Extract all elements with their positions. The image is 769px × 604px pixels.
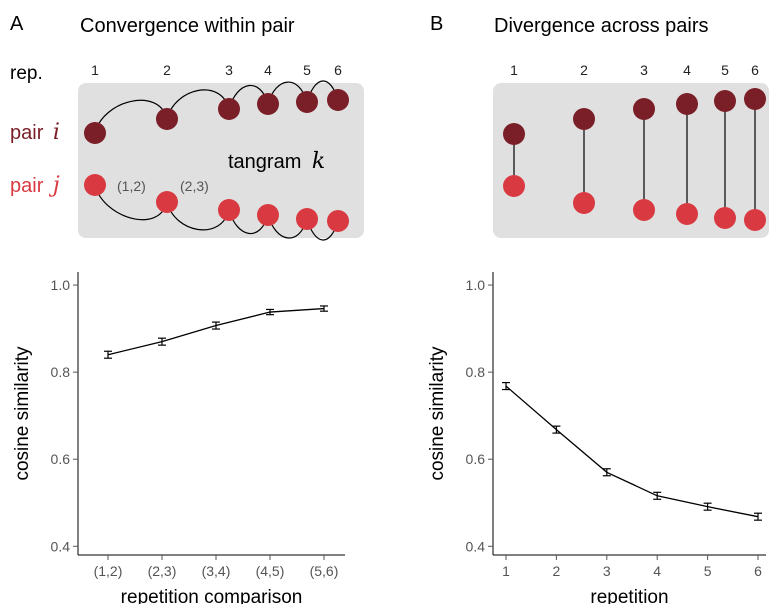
y-tick-label: 0.6 (466, 451, 486, 467)
pair-j-dot (503, 175, 525, 197)
pair-i-dot (676, 93, 698, 115)
panel-b-rep-number: 5 (721, 62, 729, 78)
panel-b-rep-number: 6 (751, 62, 759, 78)
pair-i-var: i (53, 120, 60, 145)
x-tick-label: (2,3) (148, 563, 177, 579)
panel-a-rep-number: 2 (163, 62, 171, 78)
y-tick-label: 0.6 (51, 451, 71, 467)
panel-a-rep-number: 6 (334, 62, 342, 78)
pair-j-dot (327, 210, 349, 232)
pair-i-dot (744, 88, 766, 110)
panel-b-rep-number: 1 (510, 62, 518, 78)
panel-a-rep-number: 3 (225, 62, 233, 78)
y-tick-label: 0.4 (51, 538, 71, 554)
pair-j-dot (676, 203, 698, 225)
panel-a-rep-number: 5 (303, 62, 311, 78)
pair-j-dot (257, 204, 279, 226)
pair-j-dot (296, 208, 318, 230)
panel-a-letter: A (10, 13, 24, 35)
pair-i-dot (84, 122, 106, 144)
panel-a-rep-number: 4 (264, 62, 272, 78)
pair-i-dot (257, 93, 279, 115)
panel-b-links (513, 99, 756, 220)
pair-i-dot (218, 98, 240, 120)
series-line (505, 385, 759, 518)
panel-b-letter: B (430, 13, 443, 35)
comparison-label-1-2: (1,2) (117, 178, 146, 194)
panel-b-title: Divergence across pairs (494, 15, 709, 37)
tangram-word: tangram (228, 151, 301, 173)
x-axis-title: repetition comparison (121, 587, 303, 604)
comparison-label-2-3: (2,3) (180, 178, 209, 194)
pair-i-label: pair i (10, 120, 60, 145)
y-axis-title: cosine similarity (12, 346, 33, 481)
pair-i-dot (156, 108, 178, 130)
pair-j-dot (633, 199, 655, 221)
x-tick-label: (5,6) (310, 563, 339, 579)
pair-i-dot (633, 98, 655, 120)
y-tick-label: 0.4 (466, 538, 486, 554)
panel-a-rep-number: 1 (91, 62, 99, 78)
x-tick-label: (3,4) (202, 563, 231, 579)
pair-j-label: pair j (10, 173, 60, 198)
pair-j-dot (573, 192, 595, 214)
x-tick-label: 6 (754, 563, 762, 579)
panel-b-rep-numbers: 1 2 3 4 5 6 (510, 62, 759, 78)
y-tick-label: 1.0 (466, 277, 486, 293)
x-tick-label: 3 (603, 563, 611, 579)
pair-j-dot (744, 209, 766, 231)
pair-j-var: j (48, 173, 60, 198)
pair-i-dot (714, 90, 736, 112)
panel-a-tangram-box (78, 83, 364, 238)
chart-b: 0.4 0.6 0.8 1.0 1 2 3 4 5 6 repetition cosine simil… (427, 272, 766, 604)
x-tick-label: 4 (653, 563, 661, 579)
series-line (107, 307, 325, 356)
panel-b-dots (503, 88, 766, 231)
pair-j-dot (84, 174, 106, 196)
panel-b-rep-number: 3 (640, 62, 648, 78)
tangram-var: k (312, 149, 325, 174)
panel-a-rep-numbers: 1 2 3 4 5 6 (91, 62, 342, 78)
x-tick-label: (4,5) (256, 563, 285, 579)
pair-i-dot (503, 123, 525, 145)
x-tick-label: 2 (553, 563, 561, 579)
pair-j-dot (714, 207, 736, 229)
pair-i-dot (296, 91, 318, 113)
y-axis-title: cosine similarity (427, 346, 448, 481)
rep-label: rep. (10, 63, 43, 84)
y-tick-label: 0.8 (466, 364, 486, 380)
x-tick-label: 1 (502, 563, 510, 579)
panel-a-title: Convergence within pair (80, 15, 295, 37)
pair-j-dot (156, 191, 178, 213)
pair-i-dot (573, 108, 595, 130)
pair-j-dot (218, 199, 240, 221)
panel-a-dots (84, 89, 349, 232)
pair-j-word: pair (10, 175, 44, 197)
tangram-label: tangram k (228, 149, 325, 174)
x-tick-label: (1,2) (94, 563, 123, 579)
x-axis-title: repetition (590, 587, 668, 604)
panel-b-rep-number: 2 (580, 62, 588, 78)
x-tick-label: 5 (704, 563, 712, 579)
y-tick-label: 0.8 (51, 364, 71, 380)
panel-b-rep-number: 4 (683, 62, 691, 78)
pair-i-word: pair (10, 122, 44, 144)
panel-b-tangram-box (493, 83, 769, 238)
pair-i-dot (327, 89, 349, 111)
chart-a: 0.4 0.6 0.8 1.0 (1,2) (2,3) (3,4) (4,5) (5,6) rep… (12, 272, 345, 604)
y-tick-label: 1.0 (51, 277, 71, 293)
